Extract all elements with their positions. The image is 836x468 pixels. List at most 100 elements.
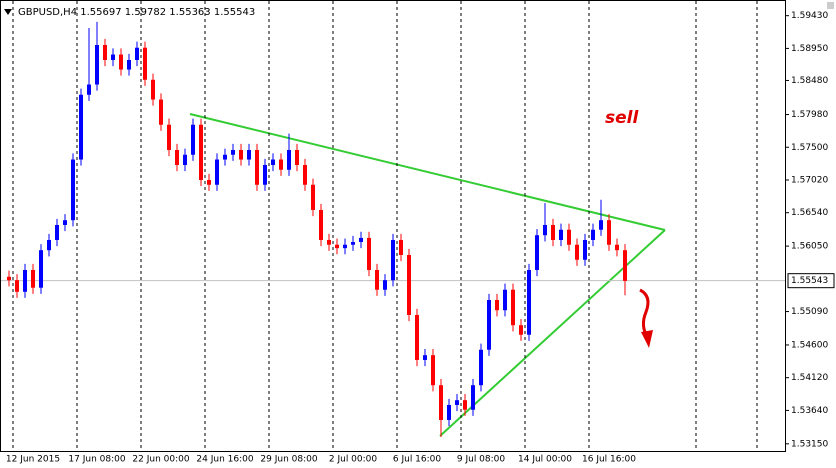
candle-body (295, 149, 299, 165)
y-tick-label: 1.59430 (791, 11, 828, 21)
candle-body (479, 349, 483, 386)
candle-body (487, 299, 491, 350)
candle-body (607, 220, 611, 245)
candle-body (375, 269, 379, 290)
candle-body (447, 404, 451, 420)
x-tick-label: 29 Jun 08:00 (260, 455, 317, 465)
candle-body (31, 269, 35, 288)
candle-body (615, 244, 619, 251)
candle-body (223, 154, 227, 160)
x-tick-label: 17 Jun 08:00 (68, 455, 125, 465)
candle-body (567, 229, 571, 245)
candle-body (191, 124, 195, 155)
candle-body (383, 280, 387, 290)
candle-body (535, 235, 539, 270)
candle-body (311, 184, 315, 210)
y-tick-label: 1.58480 (791, 76, 828, 86)
candle-body (359, 237, 363, 243)
candle-body (255, 149, 259, 185)
candle-body (143, 47, 147, 80)
candle-body (495, 299, 499, 311)
y-tick-label: 1.56050 (791, 242, 828, 252)
chart-title: GBPUSD,H4 1.55697 1.59782 1.55363 1.5554… (18, 7, 255, 18)
arrow (639, 288, 650, 339)
candle-body (15, 280, 19, 292)
x-tick-label: 16 Jul 16:00 (582, 455, 636, 465)
candle-body (439, 385, 443, 420)
candle-body (455, 400, 459, 405)
x-tick-label: 12 Jun 2015 (6, 455, 60, 465)
candle-body (103, 44, 107, 60)
candle-body (575, 244, 579, 260)
candle-body (335, 244, 339, 249)
candle-body (23, 269, 27, 292)
arrow-head (641, 330, 653, 348)
candle-body (319, 209, 323, 240)
candle-body (399, 239, 403, 255)
candle-body (351, 242, 355, 245)
x-tick-label: 2 Jul 00:00 (329, 455, 378, 465)
candle-body (623, 250, 627, 281)
candle-body (271, 159, 275, 165)
candle-body (87, 84, 91, 95)
candle-body (423, 355, 427, 360)
plot-frame (0, 0, 786, 452)
candle-body (167, 124, 171, 150)
candle-body (231, 149, 235, 155)
candle-body (263, 164, 267, 185)
candle-body (303, 164, 307, 185)
candle-body (415, 314, 419, 360)
candle-body (583, 239, 587, 260)
candle-body (551, 224, 555, 240)
candle-body (391, 239, 395, 281)
candle-body (55, 224, 59, 240)
candle-body (463, 400, 467, 410)
candle-body (519, 325, 523, 335)
candle-body (7, 276, 11, 281)
candle-body (127, 59, 131, 70)
candle-body (47, 239, 51, 251)
candle-body (111, 54, 115, 60)
candle-body (215, 159, 219, 185)
candle-body (543, 224, 547, 236)
candle-body (503, 289, 507, 311)
x-tick-label: 6 Jul 16:00 (393, 455, 442, 465)
candle-body (591, 229, 595, 240)
last-price-label: 1.55543 (791, 276, 828, 286)
candle-body (71, 159, 75, 221)
candle-body (367, 237, 371, 270)
x-tick-label: 14 Jul 00:00 (518, 455, 572, 465)
scroll-marker (827, 2, 834, 9)
trend-line (439, 229, 666, 437)
x-tick-label: 22 Jun 00:00 (132, 455, 189, 465)
candle-body (63, 220, 67, 225)
y-tick-label: 1.58950 (791, 44, 828, 54)
candle-body (559, 229, 563, 240)
y-tick-label: 1.55090 (791, 307, 828, 317)
annotation: sell (605, 108, 639, 128)
candle-body (247, 149, 251, 160)
candle-body (135, 47, 139, 60)
candle-body (39, 250, 43, 288)
candle-body (159, 99, 163, 125)
candle-body (183, 154, 187, 165)
candle-body (279, 159, 283, 170)
y-tick-label: 1.54600 (791, 340, 828, 350)
candle-body (407, 254, 411, 315)
candle-body (95, 44, 99, 85)
candle-body (151, 79, 155, 100)
candle-body (175, 149, 179, 165)
y-tick-label: 1.53150 (791, 439, 828, 449)
candle-body (119, 54, 123, 70)
candle-body (207, 179, 211, 185)
candle-body (199, 124, 203, 180)
y-tick-label: 1.57500 (791, 143, 828, 153)
x-tick-label: 24 Jun 16:00 (196, 455, 253, 465)
y-tick-label: 1.57020 (791, 175, 828, 185)
candle-body (287, 149, 291, 170)
y-tick-label: 1.53640 (791, 406, 828, 416)
candle-body (79, 94, 83, 160)
menu-icon (4, 9, 12, 15)
